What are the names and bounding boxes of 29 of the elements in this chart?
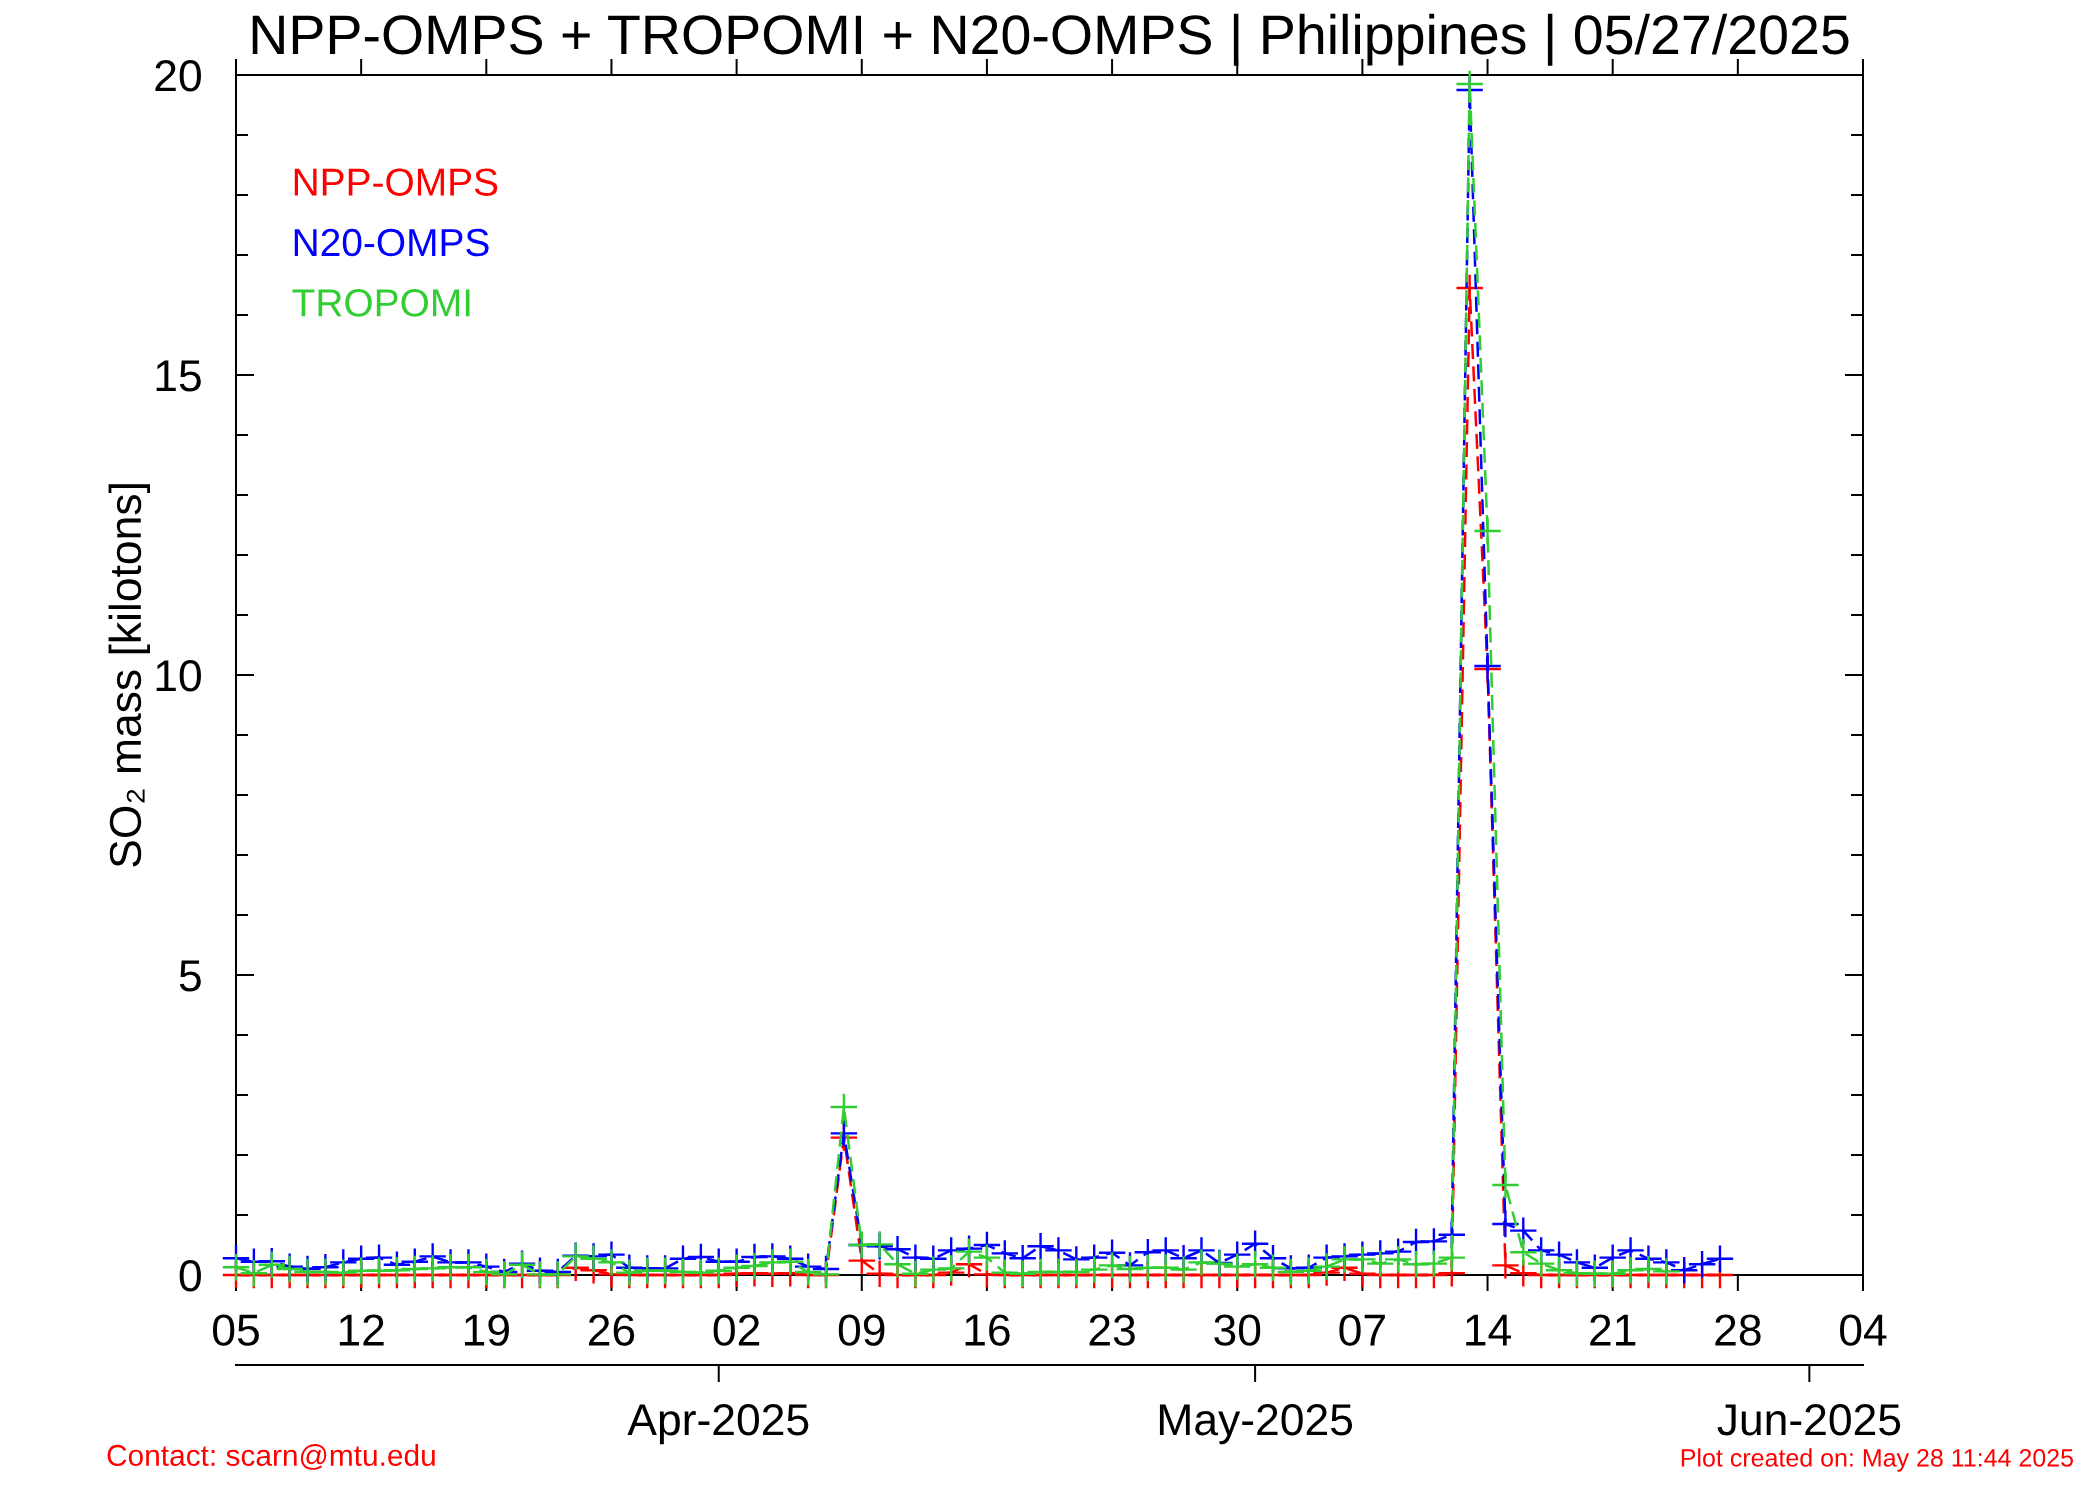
chart-title: NPP-OMPS + TROPOMI + N20-OMPS | Philippines | 05/27/2025 [252, 13, 1849, 66]
x-tick-label: 16 [965, 1314, 1010, 1346]
x-tick-label: 14 [1466, 1314, 1511, 1346]
text: N20-OMPS [294, 228, 489, 257]
y-tick-label: 5 [179, 960, 201, 992]
x-tick-label: 09 [838, 1314, 885, 1346]
x2-tick-label: Jun-2025 [1717, 1404, 1901, 1436]
y-tick-label: 15 [156, 360, 201, 392]
text: Contact: scarn@mtu.edu [107, 1444, 435, 1470]
x-tick-label: 07 [1339, 1314, 1385, 1346]
x-tick-label: 26 [588, 1314, 635, 1346]
y-tick-label: 20 [155, 60, 201, 92]
x-tick-label: 30 [1214, 1314, 1261, 1346]
x2-tick-label: May-2025 [1159, 1404, 1353, 1445]
y-tick-label: 10 [156, 660, 201, 692]
text: TROPOMI [292, 289, 470, 317]
y-axis-title: SO₂ mass [kilotons] [108, 484, 150, 867]
x2-tick-label: Apr-2025 [627, 1404, 809, 1445]
y-tick-label: 0 [179, 1260, 201, 1292]
x-tick-label: 28 [1715, 1314, 1761, 1346]
x-tick-label: 23 [1089, 1314, 1135, 1346]
x-tick-label: 19 [464, 1314, 509, 1346]
x-tick-label: 02 [713, 1314, 760, 1346]
x-tick-label: 05 [213, 1314, 259, 1346]
x-tick-label: 12 [339, 1314, 384, 1346]
text: NPP-OMPS [294, 168, 498, 196]
x-tick-label: 21 [1590, 1314, 1636, 1346]
text: Plot created on: May 28 11:44 2025 [1681, 1448, 2073, 1472]
x-tick-label: 04 [1840, 1314, 1887, 1346]
